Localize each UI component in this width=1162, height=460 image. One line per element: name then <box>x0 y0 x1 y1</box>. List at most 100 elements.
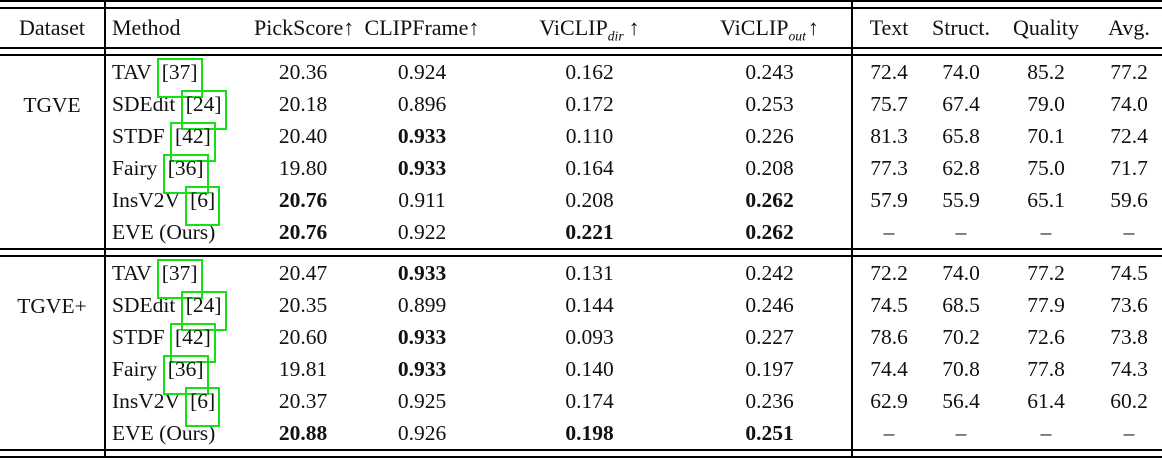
table-row: SDEdit [24] 20.18 0.896 0.172 0.253 75.7… <box>0 88 1162 130</box>
cell-text: 75.7 <box>870 91 908 116</box>
citation-link[interactable]: [37] <box>156 57 203 98</box>
cell-viclip-dir: 0.093 <box>565 324 614 349</box>
cell-viclip-out: 0.242 <box>745 260 794 285</box>
cell-viclip-dir: 0.110 <box>565 123 614 148</box>
cell-viclip-dir: 0.221 <box>565 219 614 244</box>
cell-pickscore: 20.40 <box>278 123 328 148</box>
citation-link[interactable]: [37] <box>156 258 203 299</box>
cell-struct: 62.8 <box>942 155 980 180</box>
cell-viclip-out: 0.197 <box>745 356 794 381</box>
cell-clipframe: 0.933 <box>397 123 447 148</box>
method-name: InsV2V <box>112 187 180 212</box>
column-header-pickscore: PickScore↑ <box>254 15 355 41</box>
cell-avg: 74.3 <box>1110 356 1148 381</box>
cell-clipframe: 0.933 <box>397 324 447 349</box>
cell-quality: – <box>1040 420 1052 445</box>
cell-struct: 55.9 <box>942 187 980 212</box>
cell-quality: 65.1 <box>1027 187 1065 212</box>
header-row: Dataset Method PickScore↑ CLIPFrame↑ ViC… <box>0 9 1162 47</box>
method-name: InsV2V <box>112 388 180 413</box>
cell-viclip-dir: 0.144 <box>565 292 614 317</box>
method-cell: EVE (Ours) <box>104 417 254 449</box>
table-row: EVE (Ours) 20.88 0.926 0.198 0.251 – – –… <box>0 417 1162 449</box>
cell-pickscore: 20.18 <box>278 91 328 116</box>
double-rule <box>0 449 1162 458</box>
cell-quality: 77.8 <box>1027 356 1065 381</box>
cell-text: – <box>883 219 895 244</box>
up-arrow-icon: ↑ <box>468 15 480 41</box>
citation-link[interactable]: [24] <box>180 89 227 130</box>
bottom-rule <box>0 449 1162 458</box>
cell-clipframe: 0.924 <box>397 59 447 84</box>
cell-avg: 59.6 <box>1110 187 1148 212</box>
cell-pickscore: 20.88 <box>278 420 328 445</box>
cell-clipframe: 0.926 <box>397 420 447 445</box>
citation-link[interactable]: [6] <box>185 185 221 226</box>
method-cell: STDF [42] <box>104 120 254 162</box>
method-cell: TAV [37] <box>104 56 254 98</box>
method-cell: SDEdit [24] <box>104 289 254 331</box>
cell-viclip-dir: 0.162 <box>565 59 614 84</box>
column-separator <box>851 0 853 458</box>
header-separator-rule <box>0 47 1162 56</box>
method-name: SDEdit <box>112 91 176 116</box>
cell-quality: 85.2 <box>1027 59 1065 84</box>
method-cell: InsV2V [6] <box>104 385 254 427</box>
cell-text: 77.3 <box>870 155 908 180</box>
method-name: Fairy <box>112 356 158 381</box>
cell-clipframe: 0.933 <box>397 356 447 381</box>
table-row: Fairy [36] 19.80 0.933 0.164 0.208 77.3 … <box>0 152 1162 194</box>
method-cell: InsV2V [6] <box>104 184 254 226</box>
cell-quality: – <box>1040 219 1052 244</box>
cell-clipframe: 0.911 <box>398 187 446 212</box>
method-cell: Fairy [36] <box>104 353 254 395</box>
cell-viclip-dir: 0.208 <box>565 187 614 212</box>
citation-link[interactable]: [24] <box>180 290 227 331</box>
method-cell: TAV [37] <box>104 257 254 299</box>
method-name: STDF <box>112 324 165 349</box>
top-rule <box>0 0 1162 9</box>
cell-avg: 72.4 <box>1110 123 1148 148</box>
cell-struct: 67.4 <box>942 91 980 116</box>
method-cell: EVE (Ours) <box>104 216 254 248</box>
citation-link[interactable]: [36] <box>162 153 209 194</box>
cell-text: 74.5 <box>870 292 908 317</box>
table-row: InsV2V [6] 20.37 0.925 0.174 0.236 62.9 … <box>0 385 1162 427</box>
table-row: STDF [42] 20.40 0.933 0.110 0.226 81.3 6… <box>0 120 1162 162</box>
cell-quality: 79.0 <box>1027 91 1065 116</box>
citation-link[interactable]: [6] <box>185 386 221 427</box>
cell-viclip-dir: 0.140 <box>565 356 614 381</box>
cell-struct: 68.5 <box>942 292 980 317</box>
column-header-viclip-dir: ViCLIPdir ↑ <box>539 15 640 44</box>
cell-clipframe: 0.899 <box>397 292 447 317</box>
table-row: InsV2V [6] 20.76 0.911 0.208 0.262 57.9 … <box>0 184 1162 226</box>
cell-avg: 74.0 <box>1110 91 1148 116</box>
subscript-dir: dir <box>607 28 624 44</box>
cell-viclip-dir: 0.131 <box>565 260 614 285</box>
cell-clipframe: 0.933 <box>397 155 447 180</box>
column-separator <box>104 0 106 458</box>
cell-viclip-out: 0.262 <box>745 219 794 244</box>
subscript-out: out <box>788 28 806 44</box>
method-name: TAV <box>112 59 152 84</box>
cell-struct: 74.0 <box>942 59 980 84</box>
table-row: SDEdit [24] 20.35 0.899 0.144 0.246 74.5… <box>0 289 1162 331</box>
method-name: EVE (Ours) <box>112 420 216 445</box>
cell-text: 57.9 <box>870 187 908 212</box>
cell-avg: – <box>1123 420 1135 445</box>
up-arrow-icon: ↑ <box>343 15 355 41</box>
cell-quality: 70.1 <box>1027 123 1065 148</box>
table-row: TGVE TAV [37] 20.36 0.924 0.162 0.243 72… <box>0 56 1162 116</box>
citation-link[interactable]: [42] <box>169 322 216 363</box>
column-header-method: Method <box>112 15 181 41</box>
cell-pickscore: 20.36 <box>278 59 328 84</box>
column-header-quality: Quality <box>1013 15 1079 41</box>
citation-link[interactable]: [42] <box>169 121 216 162</box>
cell-struct: 70.8 <box>942 356 980 381</box>
up-arrow-icon: ↑ <box>628 15 640 41</box>
cell-viclip-dir: 0.198 <box>565 420 614 445</box>
citation-link[interactable]: [36] <box>162 354 209 395</box>
cell-text: 78.6 <box>870 324 908 349</box>
